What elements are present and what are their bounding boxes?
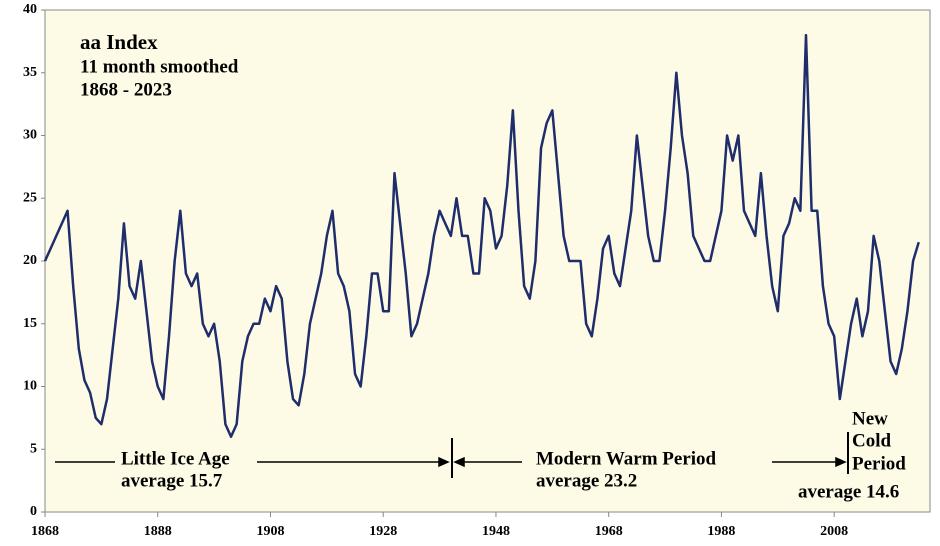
y-tick-label: 30 xyxy=(23,128,37,143)
x-tick-label: 1868 xyxy=(31,524,59,539)
annotation: average 23.2 xyxy=(536,470,637,491)
subtitle: 11 month smoothed xyxy=(80,56,239,77)
annotation: Period xyxy=(852,453,906,474)
plot-area xyxy=(44,9,931,513)
y-tick-label: 25 xyxy=(23,190,37,205)
line xyxy=(43,33,920,438)
period-markers xyxy=(55,432,849,478)
y-tick-label: 5 xyxy=(30,441,37,456)
annotation: Little Ice Age xyxy=(121,448,230,469)
y-tick-label: 10 xyxy=(23,379,37,394)
x-tick-label: 1988 xyxy=(707,524,735,539)
y-tick-label: 20 xyxy=(23,253,37,268)
x-tick-label: 1968 xyxy=(595,524,623,539)
annotation: Cold xyxy=(852,430,892,451)
annotation: Modern Warm Period xyxy=(536,448,717,469)
y-tick-label: 0 xyxy=(30,504,37,519)
y-tick-label: 35 xyxy=(23,65,37,80)
x-tick-label: 1908 xyxy=(256,524,284,539)
x-tick-label: 1888 xyxy=(144,524,172,539)
chart-title: aa Index xyxy=(80,30,158,54)
subtitle: 1868 - 2023 xyxy=(80,79,172,100)
y-tick-label: 40 xyxy=(23,2,37,17)
annotation: New xyxy=(852,408,888,429)
y-tick-label: 15 xyxy=(23,316,37,331)
annotation: average 15.7 xyxy=(121,470,223,491)
x-tick-label: 1948 xyxy=(482,524,510,539)
x-tick-label: 2008 xyxy=(820,524,848,539)
x-tick-label: 1928 xyxy=(369,524,397,539)
annotation: average 14.6 xyxy=(798,481,899,502)
